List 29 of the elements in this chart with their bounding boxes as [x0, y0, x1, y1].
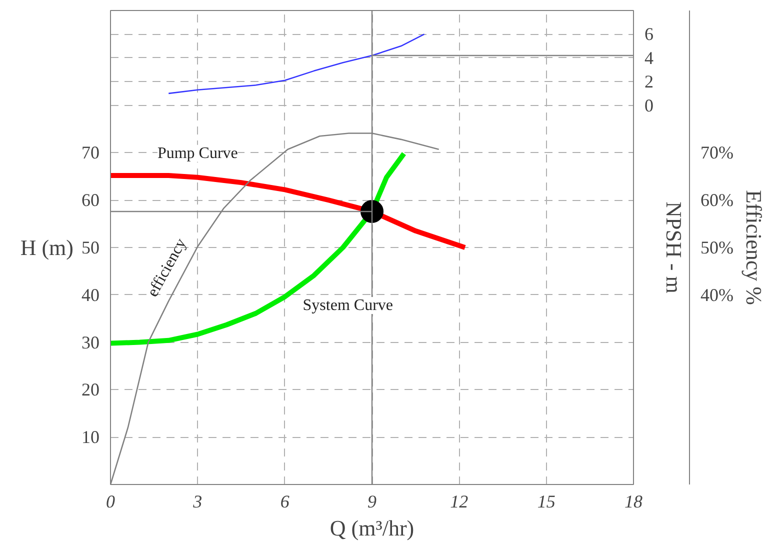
- y-axis-title: H (m): [20, 235, 74, 260]
- y2-tick-label: 50%: [700, 238, 734, 258]
- y-tick-label: 30: [82, 332, 100, 352]
- x-tick-label: 6: [280, 492, 290, 512]
- y2-axis-title: Efficiency %: [741, 190, 766, 306]
- line-series: [168, 34, 425, 94]
- y3-axis-title: NPSH - m: [662, 202, 686, 294]
- x-tick-label: 15: [537, 492, 556, 512]
- series-label: System Curve: [302, 296, 393, 314]
- y3-tick-label: 2: [644, 72, 654, 92]
- y-tick-label: 50: [82, 238, 100, 258]
- x-tick-label: 0: [106, 492, 115, 512]
- y-tick-label: 40: [82, 284, 100, 305]
- x-tick-label: 18: [624, 492, 642, 512]
- x-tick-label: 12: [450, 492, 468, 512]
- y2-tick-label: 60%: [700, 190, 734, 210]
- y-tick-label: 70: [82, 142, 100, 163]
- series-label: Pump Curve: [157, 144, 238, 162]
- y-tick-label: 60: [82, 190, 100, 210]
- x-tick-label: 9: [368, 492, 376, 512]
- x-tick-label: 3: [192, 492, 202, 512]
- y-tick-label: 10: [82, 427, 100, 448]
- y2-tick-label: 40%: [700, 284, 734, 305]
- x-axis-title: Q (m³/hr): [330, 516, 414, 540]
- y2-tick-label: 70%: [700, 142, 734, 163]
- y3-tick-label: 4: [644, 48, 654, 68]
- y3-tick-label: 6: [644, 24, 654, 44]
- y-tick-label: 20: [82, 380, 100, 400]
- y3-tick-label: 0: [644, 95, 654, 116]
